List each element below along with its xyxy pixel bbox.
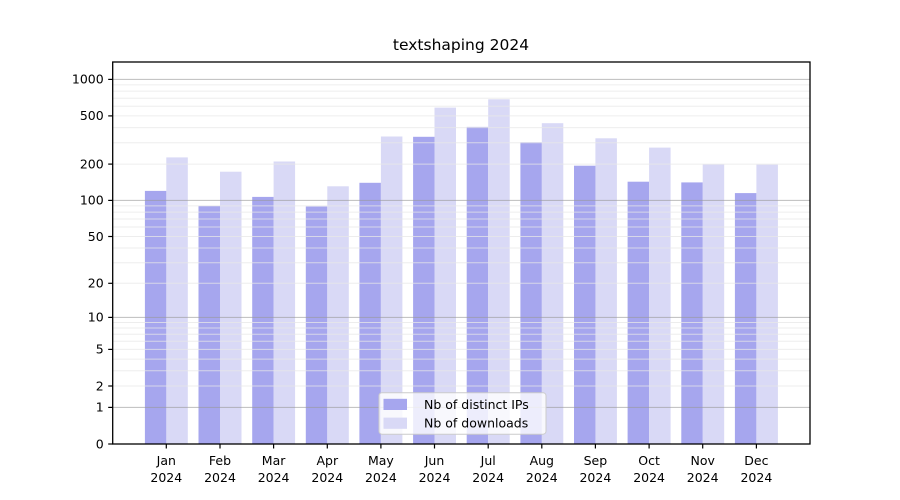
- legend-label-downloads: Nb of downloads: [424, 416, 528, 431]
- bar-ips-sep: [574, 165, 596, 444]
- x-tick-label-month: Jan: [156, 453, 176, 468]
- y-tick-label: 10: [88, 310, 104, 325]
- bar-downloads-jul: [488, 99, 510, 445]
- y-tick-label: 100: [80, 193, 104, 208]
- x-tick-label-year: 2024: [579, 470, 611, 485]
- y-tick-label: 200: [80, 156, 104, 171]
- bar-ips-may: [359, 182, 381, 445]
- y-tick-label: 2: [96, 378, 104, 393]
- y-tick-label: 1000: [72, 72, 104, 87]
- x-tick-label-month: Dec: [744, 453, 768, 468]
- bar-downloads-oct: [649, 147, 671, 444]
- bar-downloads-may: [380, 136, 403, 444]
- gridlines-group: [112, 78, 810, 408]
- axes-group: 0 1 2 5 10 20 50 100 200 500 1000 Jan 2024 Feb 2024 Mar…: [72, 61, 811, 485]
- x-tick-label-year: 2024: [633, 470, 665, 485]
- x-tick-label-year: 2024: [204, 470, 236, 485]
- y-tick-label: 0: [96, 436, 104, 451]
- x-tick-label-month: Jun: [424, 453, 445, 468]
- x-tick-label-month: Oct: [638, 453, 660, 468]
- legend-label-ips: Nb of distinct IPs: [424, 397, 529, 412]
- legend-box: [378, 392, 547, 435]
- chart-title: textshaping 2024: [393, 36, 529, 54]
- x-tick-label-year: 2024: [472, 470, 504, 485]
- bar-ips-aug: [520, 142, 542, 445]
- y-tick-label: 50: [88, 229, 104, 244]
- x-tick-label-year: 2024: [740, 470, 772, 485]
- x-tick-label-month: Apr: [316, 453, 338, 468]
- bar-ips-dec: [734, 193, 757, 444]
- bar-downloads-sep: [595, 138, 617, 445]
- y-tick-label: 500: [80, 108, 104, 123]
- bar-ips-jun: [413, 136, 435, 445]
- x-tick-label-year: 2024: [311, 470, 343, 485]
- y-tick-label: 5: [96, 342, 104, 357]
- x-tick-label-month: Nov: [690, 453, 715, 468]
- bar-downloads-apr: [327, 186, 349, 445]
- bar-downloads-nov: [702, 164, 725, 444]
- bar-ips-oct: [627, 181, 650, 444]
- x-tick-label-year: 2024: [365, 470, 397, 485]
- bar-ips-nov: [681, 182, 703, 444]
- bar-ips-mar: [252, 196, 274, 444]
- y-tick-label: 20: [88, 276, 104, 291]
- y-tick-label: 1: [96, 400, 104, 415]
- x-tick-label-month: Feb: [209, 453, 231, 468]
- legend: Nb of distinct IPs Nb of downloads: [378, 392, 547, 435]
- legend-swatch-downloads: [383, 417, 407, 429]
- x-tick-label-year: 2024: [419, 470, 451, 485]
- bar-ips-feb: [198, 205, 220, 444]
- legend-swatch-ips: [383, 398, 407, 410]
- bar-ips-apr: [305, 206, 328, 444]
- x-tick-label-month: Sep: [584, 453, 608, 468]
- x-tick-label-year: 2024: [687, 470, 719, 485]
- bar-downloads-jun: [434, 107, 456, 444]
- x-tick-label-month: Aug: [530, 453, 554, 468]
- bar-downloads-mar: [273, 161, 296, 444]
- bar-downloads-feb: [220, 171, 242, 444]
- bars-group: [144, 99, 778, 445]
- x-tick-label-year: 2024: [150, 470, 182, 485]
- x-tick-label-month: Mar: [262, 453, 286, 468]
- x-tick-label-month: Jul: [480, 453, 496, 468]
- x-tick-label-year: 2024: [258, 470, 290, 485]
- bar-downloads-jan: [166, 157, 188, 444]
- x-tick-label-year: 2024: [526, 470, 558, 485]
- bar-downloads-dec: [756, 164, 778, 444]
- x-tick-label-month: May: [368, 453, 394, 468]
- plot-border: [112, 61, 811, 445]
